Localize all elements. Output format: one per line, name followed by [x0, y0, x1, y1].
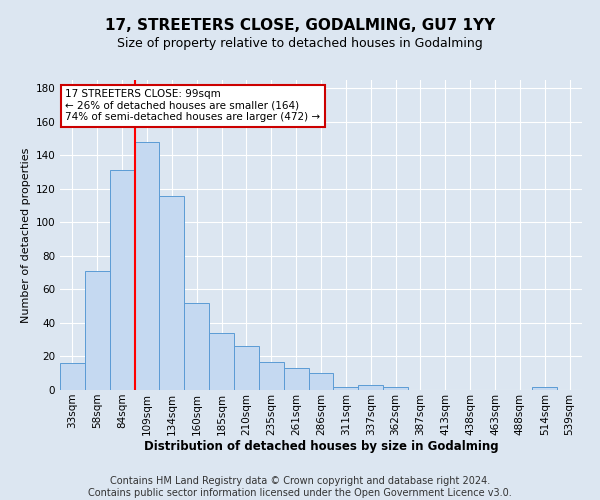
Bar [308, 373, 334, 390]
Bar [383, 386, 408, 390]
Bar [110, 170, 134, 390]
Y-axis label: Number of detached properties: Number of detached properties [21, 148, 31, 322]
Text: Size of property relative to detached houses in Godalming: Size of property relative to detached ho… [117, 38, 483, 51]
Bar [160, 196, 184, 390]
Bar [358, 385, 383, 390]
Bar [209, 333, 234, 390]
Bar [259, 362, 284, 390]
Bar [234, 346, 259, 390]
Text: 17, STREETERS CLOSE, GODALMING, GU7 1YY: 17, STREETERS CLOSE, GODALMING, GU7 1YY [105, 18, 495, 32]
Text: Contains HM Land Registry data © Crown copyright and database right 2024.
Contai: Contains HM Land Registry data © Crown c… [88, 476, 512, 498]
Bar [134, 142, 160, 390]
Bar [284, 368, 308, 390]
X-axis label: Distribution of detached houses by size in Godalming: Distribution of detached houses by size … [143, 440, 499, 454]
Bar [184, 303, 209, 390]
Text: 17 STREETERS CLOSE: 99sqm
← 26% of detached houses are smaller (164)
74% of semi: 17 STREETERS CLOSE: 99sqm ← 26% of detac… [65, 90, 320, 122]
Bar [334, 386, 358, 390]
Bar [60, 363, 85, 390]
Bar [85, 271, 110, 390]
Bar [532, 386, 557, 390]
